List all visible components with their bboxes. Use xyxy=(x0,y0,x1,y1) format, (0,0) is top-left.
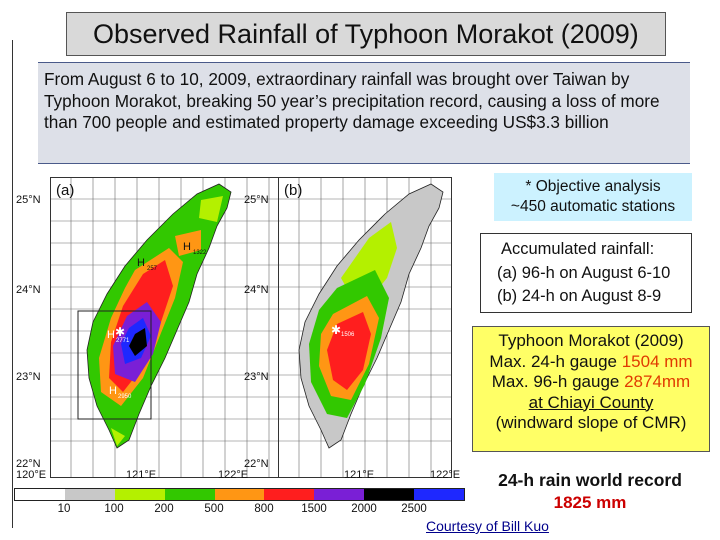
map-panel-a: H 257 H 1322 H 2771 ✱ H 2950 xyxy=(50,177,286,478)
map-b-lon-122: 122°E xyxy=(430,469,461,481)
colorbar-label-2000: 2000 xyxy=(351,503,377,515)
world-record-value: 1825 mm xyxy=(553,493,627,512)
h-mark-1-value: 257 xyxy=(147,266,158,272)
map-panel-b: ✱ 1506 xyxy=(278,177,452,478)
colorbar-segment-5 xyxy=(264,489,315,500)
map-a-lat-23: 23°N xyxy=(16,371,41,383)
map-a-lon-121: 121°E xyxy=(126,469,157,481)
station-value-b: 1506 xyxy=(341,332,355,338)
colorbar-label-2500: 2500 xyxy=(401,503,427,515)
h-mark-2-value: 1322 xyxy=(193,250,207,256)
max-24h-value: 1504 mm xyxy=(621,351,693,371)
colorbar-label-1500: 1500 xyxy=(301,503,327,515)
max-24h-gauge: Max. 24-h gauge 1504 mm xyxy=(473,352,709,373)
world-record-label: 24-h rain world record xyxy=(498,470,682,490)
colorbar-segment-0 xyxy=(15,489,65,500)
objective-analysis-box: * Objective analysis ~450 automatic stat… xyxy=(494,173,692,221)
max-24h-label: Max. 24-h gauge xyxy=(489,351,622,371)
panel-b-label: (b) xyxy=(284,182,303,199)
colorbar-label-100: 100 xyxy=(104,503,124,515)
max-96h-gauge: Max. 96-h gauge 2874mm xyxy=(473,372,709,393)
left-divider xyxy=(12,40,13,528)
page-title: Observed Rainfall of Typhoon Morakot (20… xyxy=(93,19,639,49)
accumulated-heading: Accumulated rainfall: xyxy=(501,240,655,258)
objective-analysis-line1: * Objective analysis xyxy=(525,178,661,195)
map-b-lon-121: 121°E xyxy=(344,469,375,481)
map-b-lat-22: 22°N xyxy=(244,458,269,470)
accumulated-line-b: (b) 24-h on August 8-9 xyxy=(497,287,662,305)
title-banner: Observed Rainfall of Typhoon Morakot (20… xyxy=(66,12,666,56)
rainfall-colorbar xyxy=(14,488,465,501)
max-96h-value: 2874mm xyxy=(624,372,691,391)
map-b-lat-25: 25°N xyxy=(244,194,269,206)
map-a-lat-22: 22°N xyxy=(16,458,41,470)
colorbar-segment-6 xyxy=(314,489,365,500)
station-star-a: ✱ xyxy=(115,325,125,339)
credit-link[interactable]: Courtesy of Bill Kuo xyxy=(426,518,549,534)
h-mark-2: H xyxy=(183,241,191,253)
h-mark-4: H xyxy=(109,385,117,397)
map-a-lat-24: 24°N xyxy=(16,284,41,296)
location-chiayi: at Chiayi County xyxy=(528,392,654,412)
h-mark-3: H xyxy=(107,329,115,341)
windward-slope-note: (windward slope of CMR) xyxy=(495,413,687,432)
colorbar-segment-2 xyxy=(114,489,165,500)
map-b-lat-24: 24°N xyxy=(244,284,269,296)
h-mark-4-value: 2950 xyxy=(118,394,132,400)
morakot-stats-box: Typhoon Morakot (2009) Max. 24-h gauge 1… xyxy=(472,326,710,452)
colorbar-segment-7 xyxy=(364,489,415,500)
colorbar-segment-4 xyxy=(214,489,265,500)
max-96h-label: Max. 96-h gauge xyxy=(491,372,625,391)
objective-analysis-line2: ~450 automatic stations xyxy=(510,198,676,215)
colorbar-label-10: 10 xyxy=(57,503,71,515)
map-b-lat-23: 23°N xyxy=(244,371,269,383)
station-star-b: ✱ xyxy=(331,323,341,337)
description-box: From August 6 to 10, 2009, extraordinary… xyxy=(38,62,690,164)
colorbar-segment-1 xyxy=(64,489,115,500)
description-text: From August 6 to 10, 2009, extraordinary… xyxy=(44,69,660,132)
colorbar-label-800: 800 xyxy=(254,503,274,515)
h-mark-1: H xyxy=(137,257,145,269)
colorbar-label-200: 200 xyxy=(154,503,174,515)
colorbar-segment-8 xyxy=(414,489,465,500)
colorbar-label-500: 500 xyxy=(204,503,224,515)
map-a-lat-25: 25°N xyxy=(16,194,41,206)
map-a-lon-122: 122°E xyxy=(218,469,249,481)
map-a-lon-120: 120°E xyxy=(16,469,47,481)
h-mark-3-value: 2771 xyxy=(116,338,130,344)
accumulated-line-a: (a) 96-h on August 6-10 xyxy=(497,264,671,282)
morakot-title: Typhoon Morakot (2009) xyxy=(498,331,684,350)
colorbar-segment-3 xyxy=(164,489,215,500)
panel-a-label: (a) xyxy=(56,182,75,199)
accumulated-rainfall-box: Accumulated rainfall: (a) 96-h on August… xyxy=(480,233,692,313)
